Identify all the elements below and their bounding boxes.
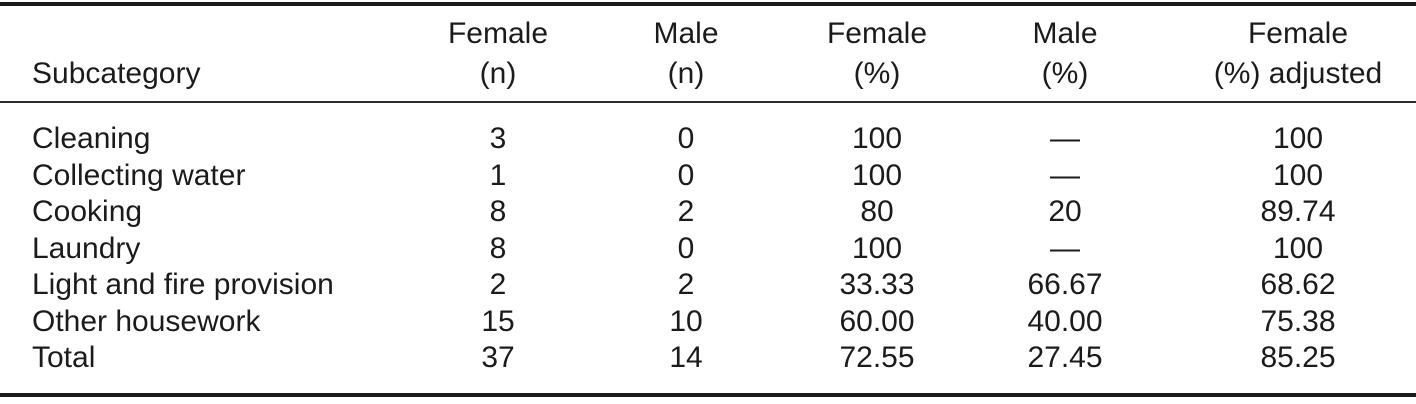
male-n-cell: 0	[677, 158, 695, 192]
row-label-cell: Cooking	[32, 195, 143, 228]
column-header-female-n: Female (n)	[428, 4, 568, 103]
female-pct-adjusted-cell: 85.25	[1260, 341, 1336, 374]
female-pct-cell: 80	[860, 195, 894, 228]
row-label-cell: Total	[32, 341, 96, 374]
female-n-cell: 15	[481, 304, 515, 338]
male-n-cell: 0	[677, 122, 695, 155]
table-body: Cleaning 3 0 100 — 100 Collecting water …	[0, 102, 1416, 395]
female-pct-adjusted-cell: 100	[1272, 158, 1324, 192]
male-pct-cell: —	[1050, 158, 1080, 192]
column-header-unit: (n)	[479, 57, 517, 90]
female-pct-cell: 100	[851, 158, 903, 192]
female-pct-cell: 100	[851, 231, 903, 265]
column-header-label: Female	[1247, 17, 1349, 50]
female-pct-adjusted-cell: 75.38	[1260, 304, 1336, 338]
female-n-cell: 2	[489, 268, 507, 301]
table-row-laundry: Laundry 8 0 100 — 100	[0, 231, 1416, 268]
table-row-collecting-water: Collecting water 1 0 100 — 100	[0, 158, 1416, 195]
female-pct-adjusted-cell: 89.74	[1260, 195, 1336, 228]
male-n-cell: 14	[669, 341, 703, 374]
table-row-total: Total 37 14 72.55 27.45 85.25	[0, 340, 1416, 395]
female-n-cell: 3	[489, 122, 507, 155]
female-pct-cell: 33.33	[839, 268, 915, 301]
female-n-cell: 1	[489, 158, 507, 192]
table-row-cooking: Cooking 8 2 80 20 89.74	[0, 194, 1416, 231]
column-header-male-pct: Male (%)	[950, 4, 1180, 103]
male-pct-cell: 40.00	[1027, 304, 1103, 338]
subcategory-gender-table: Subcategory Female (n) Male (n) Female (…	[0, 2, 1416, 397]
column-header-subcategory: Subcategory	[0, 4, 428, 103]
column-header-label: Female	[447, 17, 549, 50]
row-label-cell: Light and fire provision	[32, 268, 334, 301]
row-label-cell: Other housework	[32, 304, 261, 338]
table-row-light-and-fire-provision: Light and fire provision 2 2 33.33 66.67…	[0, 267, 1416, 304]
female-pct-adjusted-cell: 100	[1272, 122, 1324, 155]
column-header-label: Male	[653, 17, 719, 50]
male-pct-cell: 27.45	[1027, 341, 1103, 374]
column-header-label: Female	[826, 17, 928, 50]
table-header: Subcategory Female (n) Male (n) Female (…	[0, 4, 1416, 103]
column-header-female-pct-adjusted: Female (%) adjusted	[1180, 4, 1416, 103]
male-pct-cell: —	[1050, 231, 1080, 265]
male-n-cell: 2	[677, 195, 695, 228]
table-row-cleaning: Cleaning 3 0 100 — 100	[0, 102, 1416, 158]
male-pct-cell: —	[1050, 122, 1080, 155]
column-header-female-pct: Female (%)	[804, 4, 950, 103]
column-header-label: Subcategory	[32, 57, 201, 90]
female-n-cell: 8	[489, 195, 507, 228]
column-header-unit: (n)	[667, 57, 705, 90]
row-label-cell: Cleaning	[32, 122, 151, 155]
table-row-other-housework: Other housework 15 10 60.00 40.00 75.38	[0, 304, 1416, 341]
male-n-cell: 2	[677, 268, 695, 301]
row-label-cell: Laundry	[32, 231, 141, 265]
female-pct-adjusted-cell: 100	[1272, 231, 1324, 265]
female-pct-adjusted-cell: 68.62	[1260, 268, 1336, 301]
column-header-label: Male	[1032, 17, 1098, 50]
female-n-cell: 37	[481, 341, 515, 374]
female-n-cell: 8	[489, 231, 507, 265]
female-pct-cell: 60.00	[839, 304, 915, 338]
column-header-unit: (%)	[1041, 57, 1089, 90]
female-pct-cell: 72.55	[839, 341, 915, 374]
male-n-cell: 10	[669, 304, 703, 338]
header-row: Subcategory Female (n) Male (n) Female (…	[0, 4, 1416, 103]
male-pct-cell: 20	[1048, 195, 1082, 228]
female-pct-cell: 100	[851, 122, 903, 155]
male-pct-cell: 66.67	[1027, 268, 1103, 301]
column-header-male-n: Male (n)	[568, 4, 804, 103]
row-label-cell: Collecting water	[32, 158, 246, 192]
male-n-cell: 0	[677, 231, 695, 265]
column-header-unit: (%)	[853, 57, 901, 90]
column-header-unit: (%) adjusted	[1213, 57, 1383, 90]
